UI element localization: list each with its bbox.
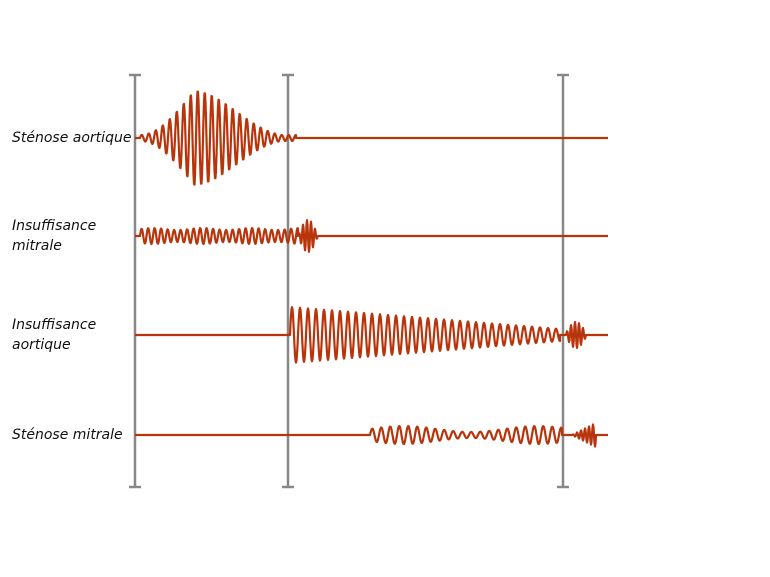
murmur-waveform (135, 90, 608, 186)
row-label: Sténose mitrale (12, 427, 123, 443)
row-label: mitrale (12, 238, 62, 254)
row-label: Insuffisance (12, 218, 96, 234)
row-label: aortique (12, 337, 71, 353)
row-label: Insuffisance (12, 317, 96, 333)
murmur-waveform (135, 306, 608, 364)
murmur-waveform (135, 423, 608, 448)
time-markers (129, 73, 569, 489)
row-label: Sténose aortique (12, 130, 131, 146)
murmur-waveform (135, 219, 608, 253)
